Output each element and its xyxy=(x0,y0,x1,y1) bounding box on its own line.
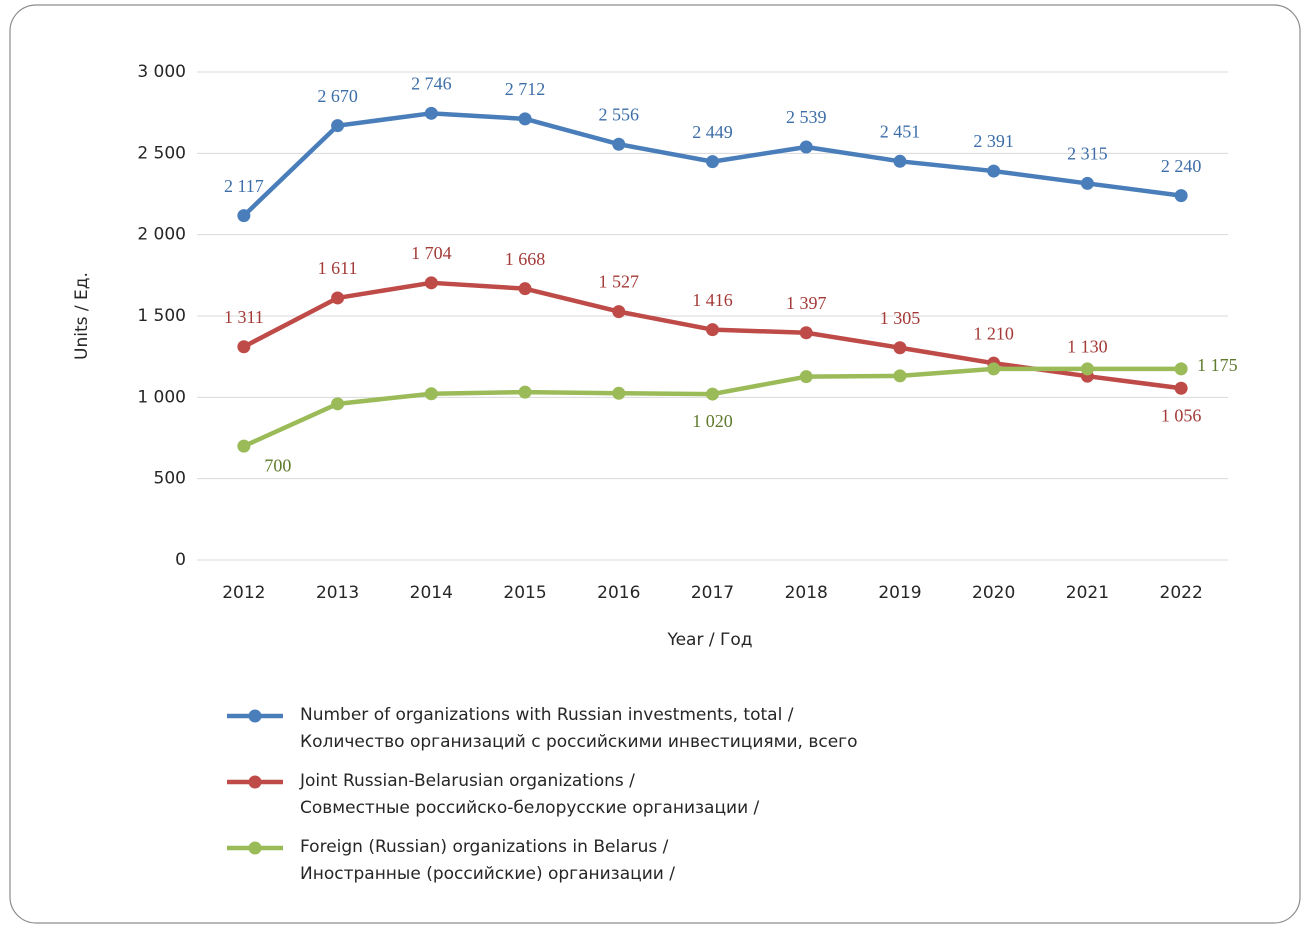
x-tick-label: 2012 xyxy=(222,583,265,603)
data-label: 1 611 xyxy=(318,258,358,278)
data-point xyxy=(612,305,626,319)
legend-marker xyxy=(248,841,262,855)
series-line xyxy=(242,366,1182,449)
legend-swatch xyxy=(227,709,283,723)
data-point xyxy=(1080,362,1094,376)
frame xyxy=(9,4,1301,924)
data-label: 2 670 xyxy=(317,86,358,106)
x-tick-label: 2018 xyxy=(785,583,828,603)
data-point xyxy=(237,439,251,453)
x-tick-label: 2020 xyxy=(972,583,1015,603)
data-point xyxy=(331,119,345,133)
y-axis-title: Units / Ед. xyxy=(72,272,92,360)
data-point xyxy=(1174,189,1188,203)
y-tick-label: 2 500 xyxy=(137,143,186,163)
data-label: 1 416 xyxy=(692,290,733,310)
x-tick-label: 2017 xyxy=(691,583,734,603)
x-axis-title: Year / Год xyxy=(666,630,752,650)
data-label: 700 xyxy=(264,455,291,475)
data-point xyxy=(331,397,345,411)
data-point xyxy=(424,106,438,120)
data-point xyxy=(1174,362,1188,376)
data-point xyxy=(612,137,626,151)
x-tick-label: 2013 xyxy=(316,583,359,603)
data-point xyxy=(518,282,532,296)
data-point xyxy=(706,387,719,401)
data-point xyxy=(893,369,907,383)
x-tick-label: 2015 xyxy=(503,583,546,603)
legend-item: Foreign (Russian) organizations in Belar… xyxy=(225,834,858,888)
data-label: 1 056 xyxy=(1161,405,1202,425)
data-label: 2 117 xyxy=(224,176,264,196)
x-tick-label: 2021 xyxy=(1066,583,1109,603)
legend-item: Number of organizations with Russian inv… xyxy=(225,702,858,756)
y-tick-label: 3 000 xyxy=(137,62,186,82)
data-point xyxy=(799,326,813,340)
data-point xyxy=(987,362,1001,376)
legend-marker xyxy=(248,775,262,789)
data-label: 1 527 xyxy=(599,272,640,292)
data-point xyxy=(706,155,719,169)
x-tick-label: 2014 xyxy=(410,583,453,603)
data-label: 2 391 xyxy=(973,131,1014,151)
legend-swatch xyxy=(227,775,283,789)
data-label: 1 210 xyxy=(973,323,1014,343)
data-point xyxy=(799,370,813,384)
data-point xyxy=(1080,176,1094,190)
data-label: 2 712 xyxy=(505,79,546,99)
data-point xyxy=(893,341,907,355)
legend-marker xyxy=(248,709,262,723)
data-label: 1 397 xyxy=(786,293,827,313)
data-point xyxy=(237,209,251,223)
x-tick-label: 2016 xyxy=(597,583,640,603)
data-point xyxy=(518,385,532,399)
data-point xyxy=(424,387,438,401)
data-point xyxy=(987,164,1001,178)
legend-label: Joint Russian-Belarusian organizations /… xyxy=(300,771,760,818)
data-label: 2 315 xyxy=(1067,144,1108,164)
data-label: 2 449 xyxy=(692,122,733,142)
data-label: 1 311 xyxy=(224,307,264,327)
legend-item: Joint Russian-Belarusian organizations /… xyxy=(225,768,858,822)
data-label: 1 175 xyxy=(1197,355,1238,375)
y-tick-label: 500 xyxy=(154,469,186,489)
data-point xyxy=(1174,381,1188,395)
data-label: 1 020 xyxy=(692,411,733,431)
data-label: 2 556 xyxy=(599,104,640,124)
y-tick-label: 1 000 xyxy=(137,387,186,407)
y-tick-label: 1 500 xyxy=(137,306,186,326)
data-label: 1 305 xyxy=(880,308,921,328)
data-label: 1 704 xyxy=(411,243,452,263)
x-tick-label: 2019 xyxy=(878,583,921,603)
data-label: 1 130 xyxy=(1067,336,1108,356)
data-point xyxy=(518,112,532,126)
legend-label: Foreign (Russian) organizations in Belar… xyxy=(300,837,675,884)
data-point xyxy=(706,323,719,337)
data-point xyxy=(893,154,907,168)
data-label: 1 668 xyxy=(505,249,546,269)
legend-label: Number of organizations with Russian inv… xyxy=(300,705,858,752)
y-tick-label: 0 xyxy=(175,550,186,570)
data-label: 2 746 xyxy=(411,73,452,93)
x-tick-label: 2022 xyxy=(1160,583,1203,603)
data-point xyxy=(237,340,251,354)
y-tick-label: 2 000 xyxy=(137,225,186,245)
data-point xyxy=(799,140,813,154)
data-label: 2 539 xyxy=(786,107,827,127)
legend: Number of organizations with Russian inv… xyxy=(225,702,858,900)
data-point xyxy=(424,276,438,290)
data-point xyxy=(612,386,626,400)
data-label: 2 451 xyxy=(880,121,921,141)
legend-swatch xyxy=(227,841,283,855)
data-label: 2 240 xyxy=(1161,156,1202,176)
data-point xyxy=(331,291,345,305)
